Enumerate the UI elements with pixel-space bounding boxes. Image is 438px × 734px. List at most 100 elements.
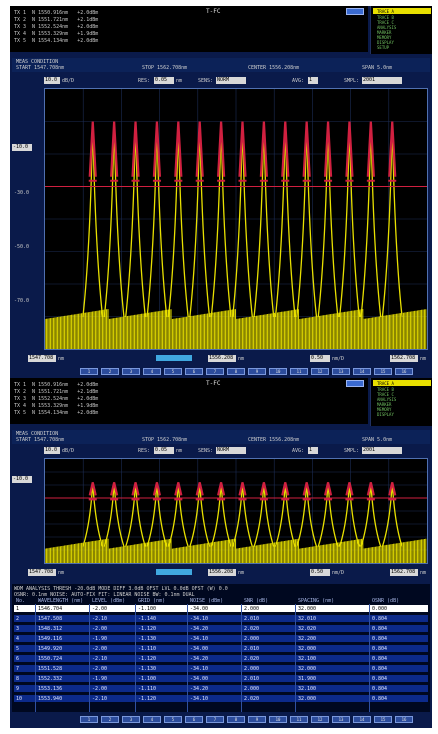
softkey-button[interactable]: 15 [374, 716, 392, 723]
noise-floor-trace [44, 309, 427, 349]
sens-box[interactable]: NORM [216, 447, 246, 454]
table-cell: -34.20 [190, 656, 209, 662]
trace-menu-item[interactable]: MEMORY [377, 35, 392, 39]
table-row[interactable] [14, 665, 428, 672]
softkey-button[interactable]: 5 [164, 716, 182, 723]
softkey-button[interactable]: 16 [395, 368, 413, 375]
table-cell: 0.804 [372, 636, 388, 642]
spectrum-chart-top [44, 89, 427, 349]
ref-level-label: dB/D [62, 448, 75, 454]
softkey-button[interactable]: 9 [248, 368, 266, 375]
trace-menu-highlight[interactable] [373, 8, 431, 14]
softkey-button[interactable]: 6 [185, 716, 203, 723]
ref-marker-box[interactable]: -10.0 [12, 476, 32, 483]
center-indicator[interactable] [156, 569, 192, 575]
softkey-button[interactable]: 7 [206, 368, 224, 375]
trace-menu-item[interactable]: TRACE B [377, 387, 394, 391]
readout-line: TX 2 N 1551.721nm +2.1dBm [14, 17, 99, 23]
table-row[interactable] [14, 675, 428, 682]
table-cell: 32.020 [298, 626, 317, 632]
softkey-button[interactable]: 16 [395, 716, 413, 723]
center-indicator[interactable] [156, 355, 192, 361]
readout-line: TX 1 N 1550.916nm +2.0dBm [14, 382, 99, 388]
window-button[interactable] [346, 8, 364, 15]
softkey-button[interactable]: 3 [122, 368, 140, 375]
ref-marker-box[interactable]: -10.0 [12, 144, 32, 151]
softkey-button[interactable]: 5 [164, 368, 182, 375]
stop-value-box[interactable]: 1562.708 [390, 569, 418, 576]
trace-menu-item[interactable]: DISPLAY [377, 40, 394, 44]
start-value-box[interactable]: 1547.708 [28, 569, 56, 576]
table-cell: 2.000 [244, 606, 260, 612]
softkey-button[interactable]: 8 [227, 368, 245, 375]
center-value-box[interactable]: 1556.208 [208, 569, 236, 576]
trace-menu-item[interactable]: ANALYSIS [377, 25, 397, 29]
table-row[interactable] [14, 605, 428, 612]
softkey-button[interactable]: 4 [143, 368, 161, 375]
center-value-box[interactable]: 1556.208 [208, 355, 236, 362]
softkey-button[interactable]: 9 [248, 716, 266, 723]
sens-box[interactable]: NORM [216, 77, 246, 84]
spectrum-plot-top[interactable] [44, 88, 428, 350]
table-row[interactable] [14, 615, 428, 622]
ref-level-box[interactable]: 10.0 [44, 447, 60, 454]
trace-menu-item[interactable]: ANALYSIS [377, 397, 397, 401]
softkey-button[interactable]: 10 [269, 368, 287, 375]
table-row[interactable] [14, 655, 428, 662]
trace-menu-item[interactable]: MARKER [377, 402, 392, 406]
trace-menu-item[interactable]: SETUP [377, 45, 390, 49]
table-row[interactable] [14, 625, 428, 632]
res-box[interactable]: 0.05 [154, 447, 174, 454]
peak-marker [238, 482, 247, 496]
softkey-button[interactable]: 4 [143, 716, 161, 723]
table-row[interactable] [14, 635, 428, 642]
table-cell: 5 [16, 646, 20, 652]
trace-menu-item[interactable]: TRACE B [377, 15, 394, 19]
softkey-button[interactable]: 11 [290, 716, 308, 723]
table-row[interactable] [14, 645, 428, 652]
table-cell: 2.020 [244, 696, 260, 702]
softkey-button[interactable]: 2 [101, 716, 119, 723]
softkey-button[interactable]: 8 [227, 716, 245, 723]
trace-menu-item[interactable]: DISPLAY [377, 412, 394, 416]
res-unit: nm [176, 448, 183, 454]
avg-box[interactable]: 1 [308, 77, 318, 84]
trace-menu-item[interactable]: TRACE C [377, 392, 394, 396]
softkey-button[interactable]: 1 [80, 716, 98, 723]
readout-line: TX 5 N 1554.134nm +2.0dBm [14, 38, 99, 44]
spectrum-plot-bottom[interactable] [44, 458, 428, 564]
softkey-button[interactable]: 7 [206, 716, 224, 723]
ref-level-box[interactable]: 10.0 [44, 77, 60, 84]
span-value-box[interactable]: 0.50 [310, 569, 330, 576]
trace-menu-item[interactable]: MARKER [377, 30, 392, 34]
window-button[interactable] [346, 380, 364, 387]
span-value-box[interactable]: 0.50 [310, 355, 330, 362]
softkey-button[interactable]: 13 [332, 368, 350, 375]
avg-box[interactable]: 1 [308, 447, 318, 454]
trace-menu-item[interactable]: TRACE A [377, 381, 394, 385]
trace-menu-item[interactable]: MEMORY [377, 407, 392, 411]
softkey-button[interactable]: 13 [332, 716, 350, 723]
stop-value-box[interactable]: 1562.708 [390, 355, 418, 362]
softkey-button[interactable]: 14 [353, 368, 371, 375]
softkey-button[interactable]: 15 [374, 368, 392, 375]
softkey-button[interactable]: 2 [101, 368, 119, 375]
softkey-button[interactable]: 3 [122, 716, 140, 723]
softkey-button[interactable]: 12 [311, 716, 329, 723]
smpl-box[interactable]: 2001 [362, 77, 402, 84]
softkey-button[interactable]: 1 [80, 368, 98, 375]
start-value-box[interactable]: 1547.708 [28, 355, 56, 362]
softkey-button[interactable]: 14 [353, 716, 371, 723]
table-row[interactable] [14, 685, 428, 692]
trace-menu-highlight[interactable] [373, 380, 431, 386]
softkey-button[interactable]: 12 [311, 368, 329, 375]
softkey-button[interactable]: 10 [269, 716, 287, 723]
softkey-button[interactable]: 11 [290, 368, 308, 375]
res-box[interactable]: 0.05 [154, 77, 174, 84]
trace-menu-item[interactable]: TRACE C [377, 20, 394, 24]
trace-menu-item[interactable]: TRACE A [377, 9, 394, 13]
y-tick-label: -50.0 [14, 244, 30, 250]
softkey-button[interactable]: 6 [185, 368, 203, 375]
smpl-box[interactable]: 2001 [362, 447, 402, 454]
table-row[interactable] [14, 695, 428, 702]
